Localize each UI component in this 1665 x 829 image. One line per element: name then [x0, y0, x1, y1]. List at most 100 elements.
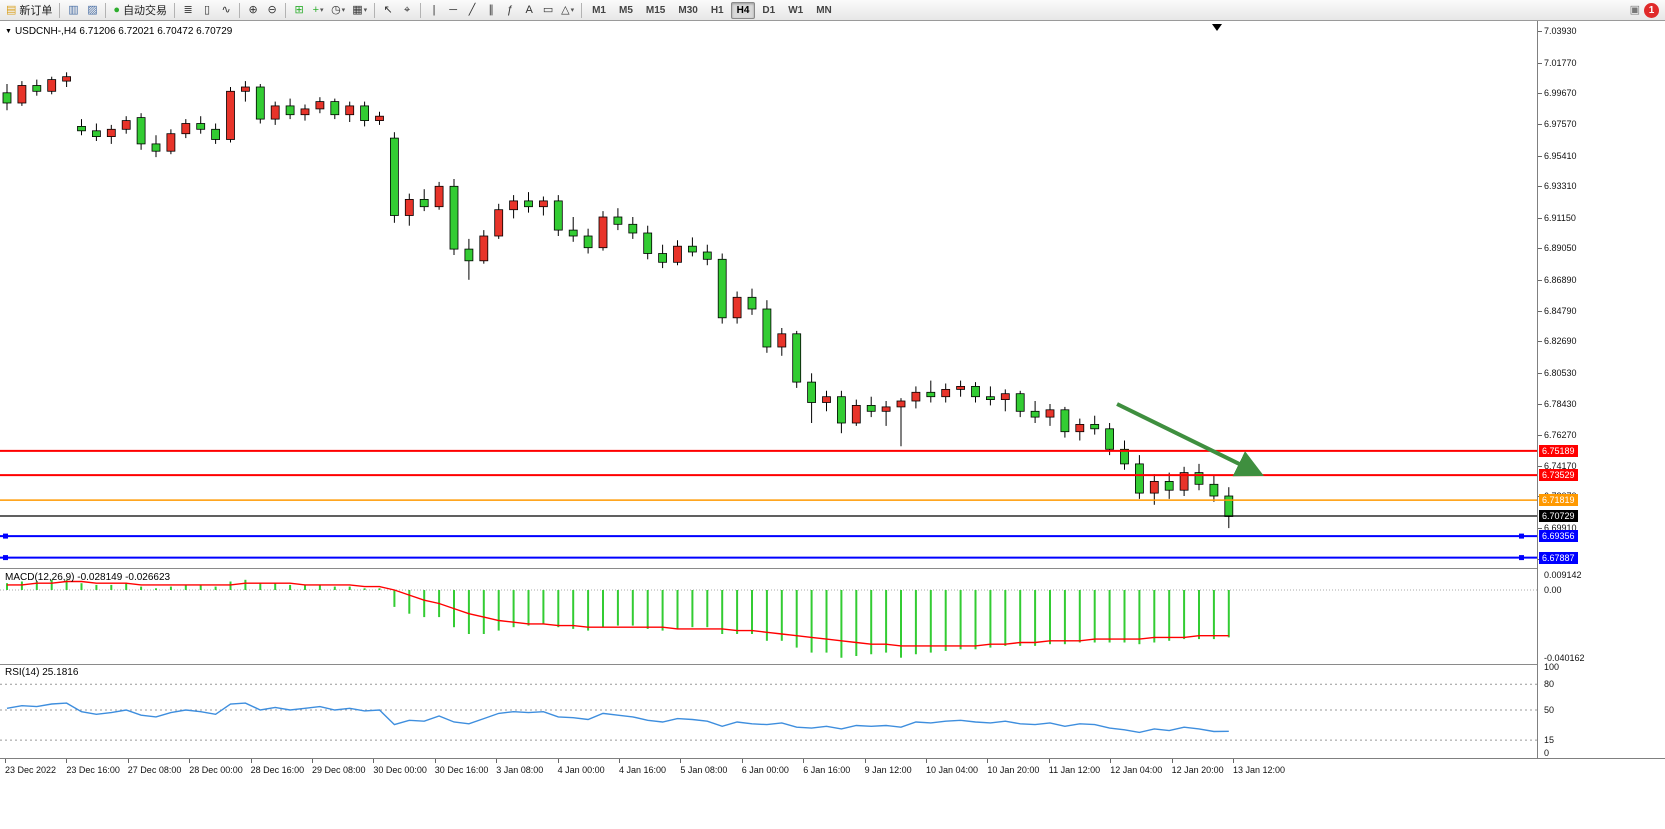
chevron-down-icon: ▾ [320, 7, 324, 14]
chart-shift-marker[interactable] [1212, 24, 1222, 31]
candle-body [1135, 463, 1144, 494]
chart-window-icon[interactable]: ▣ [1629, 3, 1640, 16]
time-axis-label: 10 Jan 04:00 [926, 765, 979, 775]
time-axis-tickmark [312, 759, 313, 763]
rsi-pane[interactable] [0, 665, 1537, 758]
candle-body [479, 235, 489, 262]
price-axis-tickmark [1538, 248, 1542, 250]
price-tag: 6.69356 [1539, 530, 1578, 543]
timeframe-m5-button[interactable]: M5 [619, 4, 633, 16]
time-axis-tickmark [987, 759, 989, 763]
candle-body [762, 308, 772, 348]
zoom-out-icon: ⊖ [267, 3, 277, 16]
time-axis-tickmark [66, 759, 68, 763]
toolbar-separator [239, 2, 241, 18]
price-axis-tickmark [1538, 62, 1542, 64]
time-axis[interactable]: 23 Dec 2022 23 Dec 16:00 27 Dec 08:00 28 De… [0, 758, 1665, 781]
timeframe-m15-button[interactable]: M15 [645, 4, 666, 16]
rsi-axis-label: 0 [1544, 748, 1550, 758]
candle-body [553, 200, 563, 231]
price-axis-label: 7.03930 [1544, 26, 1577, 36]
bar-chart-type-button[interactable]: ≣ [179, 1, 197, 19]
candle-body [47, 79, 57, 92]
cursor-button[interactable]: ↖ [379, 1, 397, 19]
notification-badge[interactable]: 1 [1644, 2, 1659, 18]
rsi-label: RSI(14) 25.1816 [5, 667, 79, 678]
price-axis-tickmark [1538, 310, 1542, 312]
horizontal-line-button[interactable]: ─ [444, 1, 462, 19]
price-axis[interactable]: 7.03930 7.01770 6.99670 6.97570 6.95410 6.933… [1537, 21, 1665, 759]
line-chart-type-button[interactable]: ∿ [217, 1, 235, 19]
candle-body [911, 391, 921, 402]
fibonacci-button[interactable]: ƒ [501, 1, 519, 19]
candle-body [717, 258, 727, 319]
candle-body [509, 200, 519, 211]
candle-body [866, 404, 876, 412]
indicators-button[interactable]: + ▾ [309, 1, 327, 19]
candle-body [747, 296, 757, 310]
candle-body [941, 388, 951, 398]
crosshair-button[interactable]: ⌖ [398, 1, 416, 19]
candle-body [851, 404, 861, 424]
candle-body [673, 245, 682, 263]
pane-separator[interactable] [0, 664, 1665, 665]
price-axis-tickmark [1538, 155, 1542, 157]
time-axis-label: 12 Jan 20:00 [1171, 765, 1224, 775]
line-chart-icon: ∿ [221, 3, 231, 16]
candle-body [211, 128, 221, 140]
data-window-button[interactable]: ▨ [83, 1, 101, 19]
candle-body [106, 128, 116, 138]
timeframe-m30-button[interactable]: M30 [678, 4, 698, 16]
candle-body [92, 130, 101, 138]
auto-trading-button[interactable]: ● 自动交易 [110, 1, 170, 19]
new-order-button[interactable]: ▤ 新订单 [3, 1, 55, 19]
timeframe-m1-button[interactable]: M1 [592, 4, 606, 16]
time-axis-tickmark [5, 759, 6, 763]
label-button[interactable]: ▭ [539, 1, 557, 19]
vertical-line-button[interactable]: | [425, 1, 443, 19]
pane-separator[interactable] [0, 568, 1665, 569]
zoom-out-button[interactable]: ⊖ [263, 1, 281, 19]
text-button[interactable]: A [520, 1, 538, 19]
tile-windows-button[interactable]: ⊞ [290, 1, 308, 19]
candle-body [539, 200, 548, 208]
timeframe-d1-button[interactable]: D1 [762, 4, 776, 16]
candle-body [956, 385, 965, 390]
market-watch-button[interactable]: ▥ [64, 1, 82, 19]
price-axis-label: 6.93310 [1544, 181, 1577, 192]
candlestick-chart-type-button[interactable]: ▯ [198, 1, 216, 19]
timeframe-mn-button[interactable]: MN [816, 4, 832, 16]
trendline-button[interactable]: ╱ [463, 1, 481, 19]
bar-chart-icon: ≣ [183, 3, 193, 16]
toolbar-separator [285, 2, 287, 18]
candle-body [226, 90, 235, 140]
price-tag: 6.71819 [1539, 494, 1578, 507]
templates-button[interactable]: ▦ ▾ [349, 1, 370, 19]
timeframe-w1-button[interactable]: W1 [788, 4, 804, 16]
time-axis-tickmark [250, 759, 252, 763]
zoom-in-button[interactable]: ⊕ [244, 1, 262, 19]
price-chart[interactable] [0, 22, 1537, 568]
template-icon: ▦ [352, 3, 363, 16]
price-axis-tickmark [1538, 341, 1542, 343]
time-axis-label: 9 Jan 12:00 [864, 765, 912, 775]
chevron-down-icon: ▾ [570, 7, 575, 14]
timeframe-h1-button[interactable]: H1 [710, 4, 724, 16]
timeframe-h4-button[interactable]: H4 [730, 1, 756, 19]
toolbar-buttons: ▤ 新订单 ▥ ▨ ● 自动交易 ≣ ▯ ∿ ⊕ ⊖ ⊞ + ▾ ◷ ▾ ▦ ▾ ↖ ⌖ | ─ ╱ ∥ ƒ A ▭ △ ▾ [3, 1, 585, 19]
candle-body [1209, 483, 1219, 497]
time-axis-label: 27 Dec 08:00 [127, 765, 182, 775]
price-axis-tickmark [1538, 31, 1542, 32]
candle-body [404, 198, 414, 216]
candle-body [1120, 448, 1129, 465]
time-axis-tickmark [496, 759, 498, 763]
trend-arrow-object[interactable] [1116, 402, 1264, 477]
macd-pane[interactable] [0, 570, 1537, 663]
candle-body [1194, 472, 1204, 485]
periods-button[interactable]: ◷ ▾ [328, 1, 348, 19]
macd-axis-label: -0.040162 [1544, 653, 1585, 663]
candle-body [285, 105, 295, 116]
channel-button[interactable]: ∥ [482, 1, 500, 19]
shapes-button[interactable]: △ ▾ [558, 1, 577, 19]
candle-body [1164, 480, 1174, 491]
